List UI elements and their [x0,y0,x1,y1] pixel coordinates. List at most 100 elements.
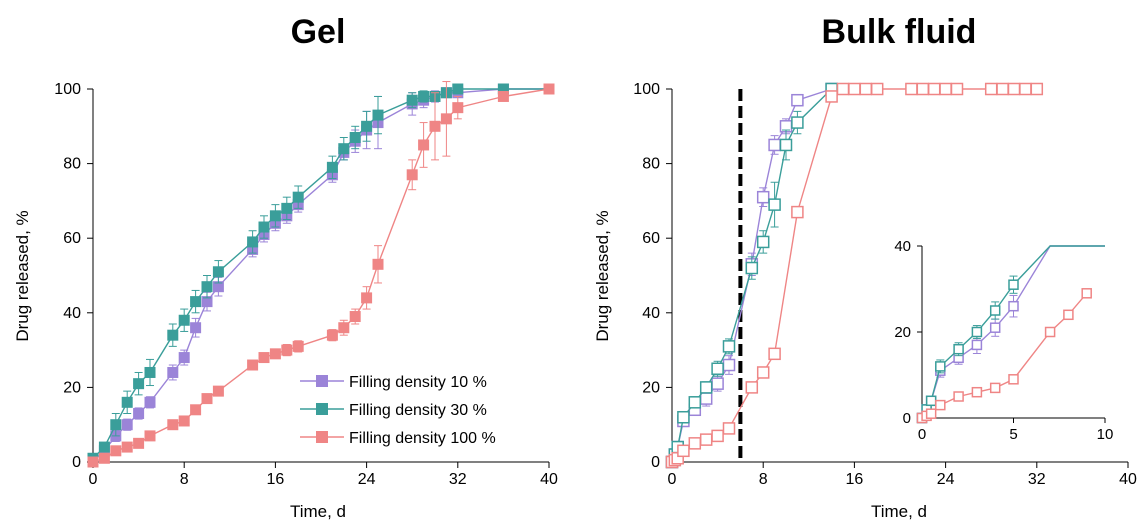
bulk-s2-data-point [745,261,759,275]
inset-x-tick-label: 0 [918,426,926,443]
legend-label: Filling density 30 % [349,402,487,419]
inset-s3-data-point [989,382,1001,394]
bulk-s3-data-point [848,82,861,96]
bulk-s2-data-point [722,340,736,353]
gel-tick-labels: 0 8 16 24 32 40 0 20 40 60 80 100 [54,81,558,488]
inset-x-tick-label: 10 [1097,426,1114,443]
legend-label: Filling density 100 % [349,430,496,447]
bulk-y-tick-label: 80 [642,156,660,173]
inset-s1-data-point [989,322,1001,333]
gel-s3-data-point [269,348,281,360]
gel-x-tick-label: 0 [89,471,98,488]
gel-y-tick-label: 100 [54,81,81,98]
bulk-x-tick-label: 24 [937,471,955,488]
gel-s3-data-point [87,456,99,468]
gel-s2-data-point [121,396,133,408]
gel-s2-data-point [98,441,110,453]
bulk-s1-data-point [768,138,781,152]
bulk-fluid-series-group [665,82,1044,469]
gel-s2-series-line [92,88,549,459]
gel-y-tick-label: 80 [63,156,81,173]
gel-s3-data-point [133,437,145,449]
gel-s2-data-point [110,419,122,431]
gel-x-tick-label: 16 [267,471,285,488]
gel-s3-data-point [406,169,418,181]
bulk-s3-data-point [1007,82,1021,96]
gel-legend: Filling density 10 % Filling density 30 %… [300,374,496,447]
bulk-fluid-inset: 0 5 10 0 20 40 [894,238,1113,443]
gel-s1-series-line [92,88,549,463]
bulk-fluid-axes [666,88,1129,468]
bulk-s1-data-point [722,358,736,372]
gel-s3-data-point [178,415,190,427]
gel-s3-data-point [452,102,464,114]
bulk-s2-data-point [779,138,793,152]
gel-s2-data-point [349,131,361,143]
bulk-s3-data-point [950,82,964,96]
gel-series-group [87,81,555,468]
bulk-s2-data-point [688,396,702,409]
gel-s2-data-point [326,161,338,173]
bulk-s3-data-point [927,82,941,96]
bulk-y-tick-label: 60 [642,230,660,247]
gel-s3-data-point [372,258,384,270]
legend-label: Filling density 10 % [349,374,487,391]
inset-s2-data-point [953,343,964,355]
inset-y-tick-label: 20 [894,324,911,341]
gel-s3-data-point [497,90,509,102]
bulk-s3-data-point [859,82,873,96]
bulk-s3-data-point [1019,82,1032,96]
inset-x-tick-label: 5 [1009,426,1017,443]
legend-marker [316,431,328,443]
gel-y-tick-label: 0 [72,454,81,471]
inset-s3-data-point [1063,309,1074,321]
inset-s3-data-point [971,386,983,398]
gel-s3-data-point [292,340,304,352]
bulk-s2-data-point [711,362,724,375]
inset-s2-data-point [935,361,946,372]
inset-s2-data-point [925,395,937,407]
bulk-s3-data-point [791,205,804,219]
gel-s3-data-point [338,322,350,334]
gel-s3-series-line [92,88,550,463]
gel-s3-data-point [201,393,213,405]
gel-s2-data-point [292,191,304,203]
gel-s1-data-point [167,366,179,378]
bulk-x-tick-label: 16 [846,471,864,488]
legend-marker [316,403,328,415]
gel-panel: Gel Time, d Drug released, % 0 8 16 24 32 400… [13,13,558,521]
gel-x-axis-label: Time, d [290,502,346,521]
bulk-y-tick-label: 100 [633,81,660,98]
bulk-fluid-y-axis-label: Drug released, % [593,210,612,341]
inset-background [921,242,1112,418]
bulk-s2-data-point [756,235,770,249]
bulk-s3-data-point [905,82,918,96]
gel-s1-data-point [201,296,213,308]
bulk-s3-data-point [916,82,930,96]
gel-axes [87,88,550,468]
inset-s2-data-point [989,305,1001,316]
gel-s3-data-point [110,445,122,457]
inset-y-tick-label: 0 [903,410,911,427]
bulk-s3-data-point [688,437,702,450]
inset-s3-data-point [925,408,937,419]
bulk-s3-data-point [870,82,884,96]
bulk-s3-data-point [825,90,838,103]
gel-s1-data-point [212,281,224,293]
gel-s2-data-point [133,378,145,390]
gel-y-tick-label: 40 [63,305,81,322]
bulk-x-tick-label: 8 [759,471,768,488]
gel-x-tick-label: 24 [358,471,376,488]
bulk-s3-data-point [996,82,1009,96]
bulk-s3-data-point [722,422,736,435]
bulk-s1-data-point [699,392,713,405]
inset-y-tick-label: 40 [894,238,911,255]
gel-s2-data-point [212,266,224,278]
inset-s3-data-point [1044,326,1056,338]
gel-x-tick-label: 40 [540,471,558,488]
bulk-fluid-x-axis-label: Time, d [871,502,927,521]
gel-s1-data-point [178,352,190,364]
gel-s2-data-point [418,90,430,102]
inset-s3-data-point [1081,288,1092,299]
